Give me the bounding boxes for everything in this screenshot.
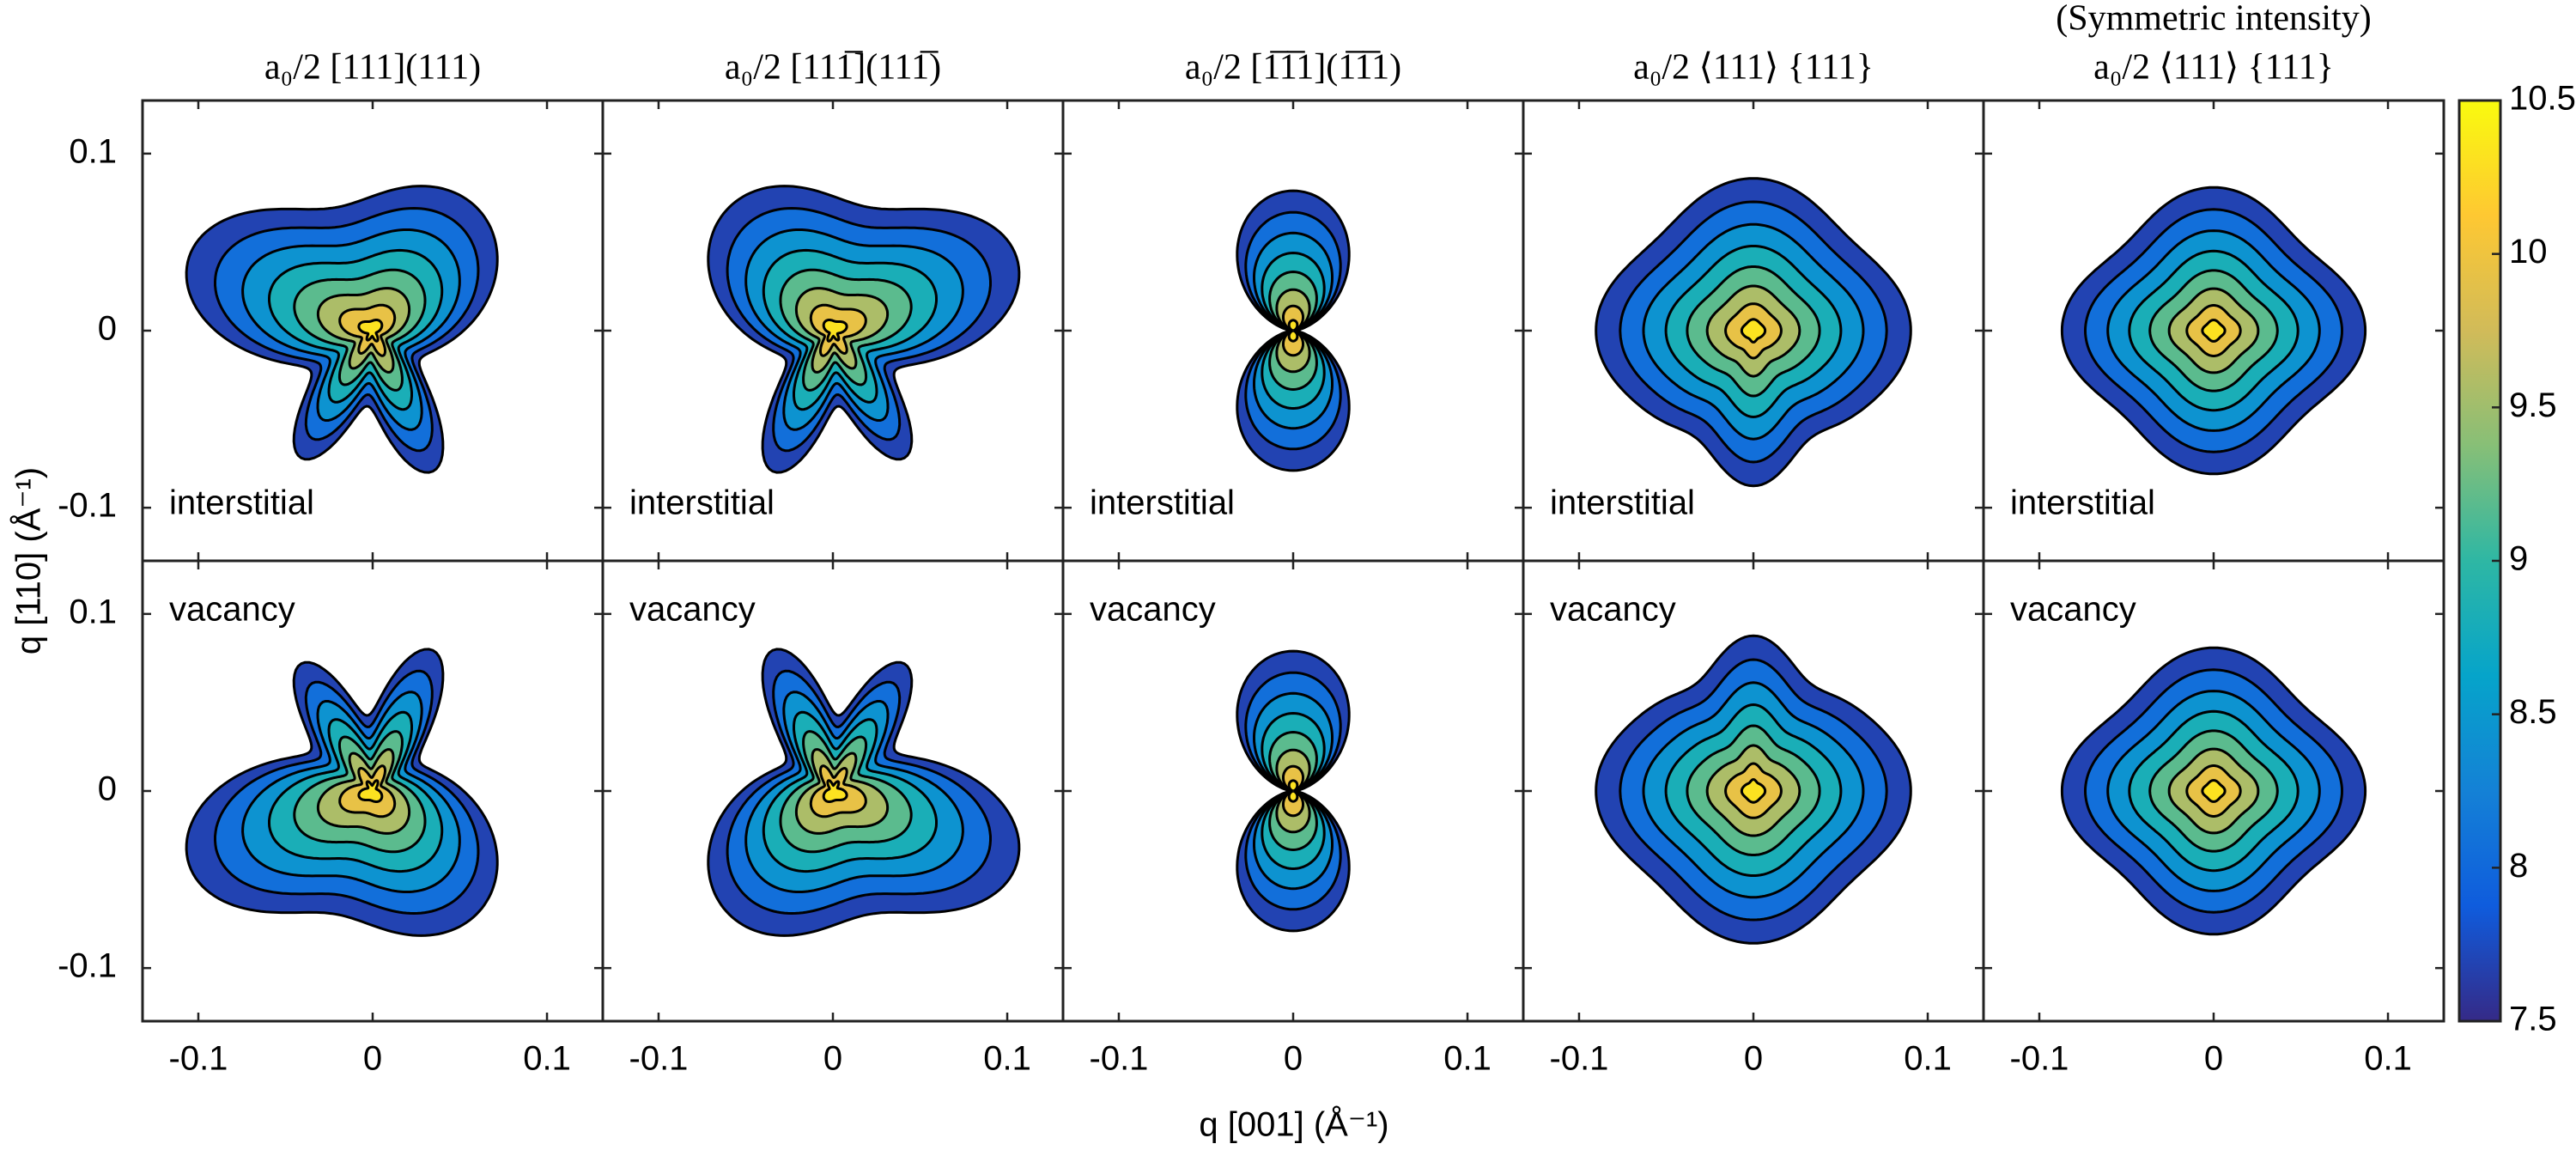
contour-level bbox=[357, 319, 384, 343]
contour-level bbox=[1740, 778, 1767, 804]
row-label: vacancy bbox=[1550, 591, 1676, 629]
contours bbox=[185, 185, 499, 474]
x-tick-label: 0.1 bbox=[1904, 1040, 1952, 1078]
x-tick-label: 0.1 bbox=[523, 1040, 571, 1078]
y-axis-label: q [110] (Å⁻¹) bbox=[9, 467, 48, 654]
contour-level bbox=[822, 779, 848, 803]
colorbar-tick-label: 10.5 bbox=[2509, 80, 2576, 118]
panel-title: a₀/2 [111̅](111̅) bbox=[725, 48, 941, 88]
x-tick-label: -0.1 bbox=[1550, 1040, 1609, 1078]
panel: -0.1 0 0.1 -0.1 0 0.1 vacancy bbox=[58, 559, 605, 1078]
row-label: vacancy bbox=[629, 591, 756, 629]
colorbar-tick-label: 10 bbox=[2509, 233, 2548, 271]
panel: interstitial a₀/2 [1̅1̅1](1̅1̅1) bbox=[1061, 48, 1525, 563]
row-label: interstitial bbox=[629, 484, 775, 522]
y-tick-label: 0 bbox=[98, 770, 117, 808]
panel-title: a₀/2 ⟨111⟩ {111} bbox=[2093, 48, 2334, 88]
x-tick-label: 0.1 bbox=[1443, 1040, 1492, 1078]
row-label: interstitial bbox=[2010, 484, 2155, 522]
panel: -0.1 0 0.1 vacancy bbox=[1061, 559, 1525, 1078]
row-label: interstitial bbox=[1090, 484, 1235, 522]
panel-title: a₀/2 ⟨111⟩ {111} bbox=[1633, 48, 1874, 88]
x-tick-label: 0 bbox=[823, 1040, 842, 1078]
y-tick-label: 0.1 bbox=[69, 593, 117, 630]
y-tick-label: 0 bbox=[98, 310, 117, 348]
contour-level bbox=[2201, 779, 2227, 803]
title-note: (Symmetric intensity) bbox=[2056, 0, 2371, 39]
x-tick-label: 0 bbox=[1744, 1040, 1763, 1078]
y-tick-label: -0.1 bbox=[58, 947, 117, 985]
row-label: vacancy bbox=[169, 591, 295, 629]
x-tick-label: -0.1 bbox=[1090, 1040, 1149, 1078]
contours bbox=[1236, 189, 1351, 472]
contours bbox=[707, 648, 1021, 937]
x-tick-label: 0 bbox=[363, 1040, 382, 1078]
x-tick-label: 0.1 bbox=[983, 1040, 1031, 1078]
panel-title: a₀/2 [111](111) bbox=[264, 48, 481, 88]
row-label: interstitial bbox=[1550, 484, 1695, 522]
panel-title: a₀/2 [1̅1̅1](1̅1̅1) bbox=[1185, 48, 1401, 88]
x-tick-label: 0 bbox=[1284, 1040, 1303, 1078]
colorbar-tick-label: 8.5 bbox=[2509, 693, 2557, 731]
panel: interstitial a₀/2 [111̅](111̅) bbox=[601, 48, 1065, 563]
x-tick-label: 0 bbox=[2204, 1040, 2223, 1078]
x-tick-label: -0.1 bbox=[2010, 1040, 2069, 1078]
contour-level bbox=[1740, 318, 1767, 344]
panel: interstitial a₀/2 ⟨111⟩ {111} bbox=[1522, 48, 1985, 563]
contour-level bbox=[2201, 319, 2227, 343]
y-tick-label: 0.1 bbox=[69, 132, 117, 170]
panel: -0.1 0 0.1 vacancy bbox=[601, 559, 1065, 1078]
colorbar-tick-label: 8 bbox=[2509, 847, 2528, 885]
row-label: interstitial bbox=[169, 484, 314, 522]
contour-level bbox=[357, 779, 384, 803]
row-label: vacancy bbox=[2010, 591, 2136, 629]
contours bbox=[1236, 649, 1351, 933]
panel: -0.1 0 0.1 vacancy bbox=[1982, 559, 2445, 1078]
contours bbox=[185, 648, 499, 937]
contours bbox=[2060, 646, 2367, 936]
x-tick-label: -0.1 bbox=[169, 1040, 228, 1078]
panel: -0.1 0 0.1 vacancy bbox=[1522, 559, 1985, 1078]
contour-level bbox=[822, 319, 848, 343]
contour-level bbox=[1287, 319, 1299, 343]
x-axis-label: q [001] (Å⁻¹) bbox=[1199, 1105, 1388, 1144]
contours bbox=[2060, 186, 2367, 476]
contour-level bbox=[1287, 779, 1299, 803]
colorbar-tick-label: 7.5 bbox=[2509, 1001, 2557, 1038]
x-tick-label: 0.1 bbox=[2364, 1040, 2412, 1078]
panel: interstitial a₀/2 ⟨111⟩ {111} bbox=[1982, 48, 2445, 563]
x-tick-label: -0.1 bbox=[629, 1040, 689, 1078]
y-tick-label: -0.1 bbox=[58, 487, 117, 525]
contours bbox=[1595, 634, 1912, 945]
colorbar-tick-label: 9.5 bbox=[2509, 386, 2557, 424]
panel: -0.1 0 0.1 interstitial a₀/2 [111](111) bbox=[58, 48, 605, 563]
row-label: vacancy bbox=[1090, 591, 1216, 629]
contours bbox=[707, 185, 1021, 474]
colorbar-tick-label: 9 bbox=[2509, 540, 2528, 578]
contours bbox=[1595, 177, 1912, 488]
